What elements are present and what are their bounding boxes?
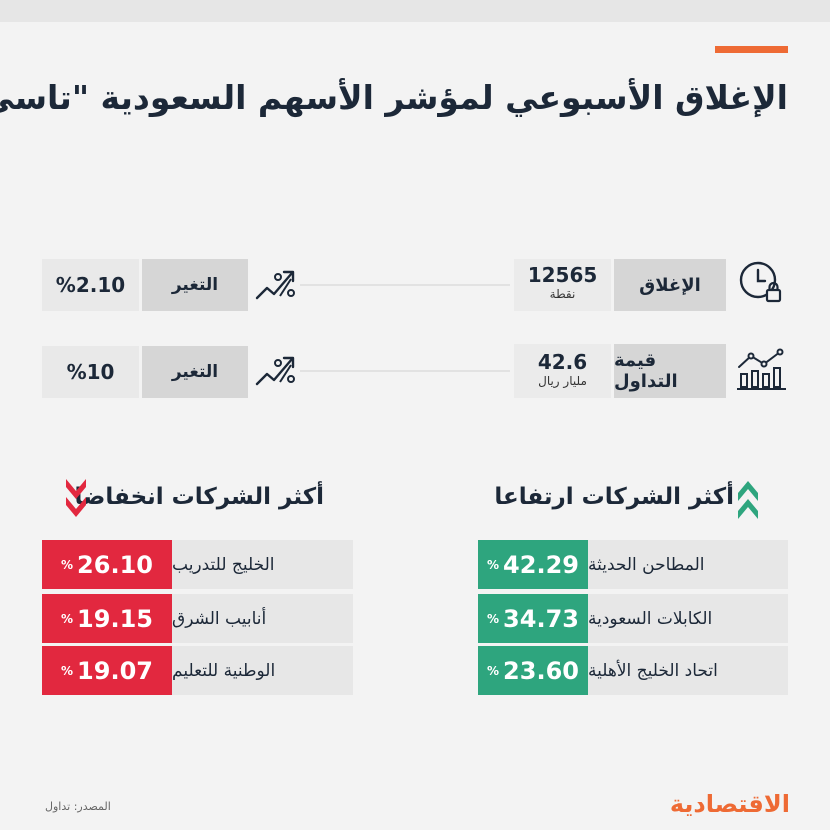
gainer-name: اتحاد الخليج الأهلية: [588, 646, 788, 695]
gainer-pct: % 42.29: [478, 540, 588, 589]
loser-pct: % 19.07: [42, 646, 172, 695]
loser-row: % 26.10 الخليج للتدريب: [42, 540, 353, 589]
closing-value-box: 12565 نقطة: [514, 259, 611, 311]
top-bar: [0, 0, 830, 22]
page-title: الإغلاق الأسبوعي لمؤشر الأسهم السعودية "…: [0, 78, 788, 117]
loser-value: 19.07: [77, 656, 153, 685]
loser-pct: % 26.10: [42, 540, 172, 589]
closing-change-label: التغير: [142, 259, 248, 311]
losers-title: أكثر الشركات انخفاضا: [74, 484, 324, 510]
gainer-pct: % 34.73: [478, 594, 588, 643]
double-chevron-up-icon: [738, 481, 758, 519]
loser-name: الخليج للتدريب: [172, 540, 353, 589]
loser-value: 19.15: [77, 604, 153, 633]
double-chevron-down-icon: [66, 479, 86, 517]
row-divider: [300, 284, 510, 286]
accent-bar: [715, 46, 788, 53]
loser-name: أنابيب الشرق: [172, 594, 353, 643]
percent-sign: %: [61, 663, 74, 678]
gainer-row: % 42.29 المطاحن الحديثة: [478, 540, 788, 589]
source-note: المصدر: تداول: [45, 800, 111, 813]
trading-unit: مليار ريال: [538, 374, 587, 388]
closing-value: 12565: [527, 263, 598, 287]
gainer-row: % 23.60 اتحاد الخليج الأهلية: [478, 646, 788, 695]
loser-name: الوطنية للتعليم: [172, 646, 353, 695]
loser-pct: % 19.15: [42, 594, 172, 643]
closing-unit: نقطة: [549, 287, 576, 301]
trading-change-label: التغير: [142, 346, 248, 398]
gainer-value: 23.60: [503, 656, 579, 685]
percent-sign: %: [487, 663, 500, 678]
clock-lock-icon: [739, 261, 782, 303]
closing-label: الإغلاق: [614, 259, 726, 311]
gainer-pct: % 23.60: [478, 646, 588, 695]
percent-sign: %: [487, 611, 500, 626]
loser-row: % 19.15 أنابيب الشرق: [42, 594, 353, 643]
gainer-name: الكابلات السعودية: [588, 594, 788, 643]
row-divider: [300, 370, 510, 372]
gainer-value: 34.73: [503, 604, 579, 633]
loser-row: % 19.07 الوطنية للتعليم: [42, 646, 353, 695]
closing-change-value: %2.10: [42, 259, 139, 311]
trading-change-value: %10: [42, 346, 139, 398]
brand-logo: الاقتصادية: [669, 790, 790, 818]
percent-sign: %: [61, 611, 74, 626]
gainer-value: 42.29: [503, 550, 579, 579]
trend-percent-icon: [255, 270, 295, 300]
bar-chart-icon: [737, 348, 786, 390]
percent-sign: %: [487, 557, 500, 572]
trading-value: 42.6: [537, 350, 588, 374]
gainer-row: % 34.73 الكابلات السعودية: [478, 594, 788, 643]
loser-value: 26.10: [77, 550, 153, 579]
trading-value-label: قيمة التداول: [614, 344, 726, 398]
percent-sign: %: [61, 557, 74, 572]
gainers-title: أكثر الشركات ارتفاعا: [494, 484, 734, 510]
gainer-name: المطاحن الحديثة: [588, 540, 788, 589]
trading-value-box: 42.6 مليار ريال: [514, 344, 611, 398]
trend-percent-icon: [255, 356, 295, 386]
